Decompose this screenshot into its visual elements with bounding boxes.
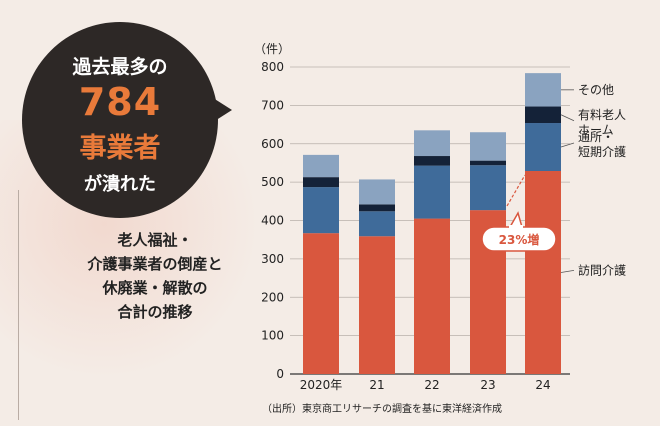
bar-segment bbox=[470, 132, 506, 161]
bars bbox=[303, 73, 561, 374]
headline-number: 784 bbox=[78, 80, 162, 124]
bar-segment bbox=[414, 218, 450, 374]
x-tick-label: 2020年 bbox=[300, 378, 343, 392]
annotation-dashed-line bbox=[506, 174, 526, 207]
source-note: （出所）東京商工リサーチの調査を基に東洋経済作成 bbox=[262, 402, 502, 415]
x-tick-label: 21 bbox=[369, 378, 384, 392]
legend-label: ホーム bbox=[578, 123, 614, 137]
y-tick-label: 300 bbox=[261, 252, 284, 266]
bar-segment bbox=[414, 130, 450, 157]
y-tick-label: 200 bbox=[261, 290, 284, 304]
legend-label: 有料老人 bbox=[578, 108, 626, 122]
bar-segment bbox=[414, 165, 450, 219]
y-tick-label: 600 bbox=[261, 137, 284, 151]
annotation-pointer-mask bbox=[509, 225, 523, 229]
bar-segment bbox=[525, 170, 561, 374]
bar-segment bbox=[470, 165, 506, 211]
description-line-4: 合計の推移 bbox=[117, 303, 193, 321]
headline-line1: 過去最多の bbox=[72, 56, 168, 78]
bar-segment bbox=[414, 156, 450, 166]
description-line-3: 休廃業・解散の bbox=[102, 279, 208, 297]
annotation-label: 23%増 bbox=[499, 232, 540, 247]
x-tick-label: 22 bbox=[424, 378, 439, 392]
y-unit-label: （件） bbox=[254, 42, 290, 56]
y-tick-label: 400 bbox=[261, 214, 284, 228]
y-tick-labels: 0 100 200 300 400 500 600 700 800 bbox=[261, 60, 284, 381]
legend-leader-line bbox=[560, 269, 575, 273]
legend-label: 通所・ bbox=[578, 130, 614, 144]
bar-segment bbox=[525, 123, 561, 171]
bar-segment bbox=[525, 73, 561, 107]
y-tick-label: 800 bbox=[261, 60, 284, 74]
divider-line bbox=[18, 190, 19, 420]
description-line-1: 老人福祉・ bbox=[117, 231, 193, 249]
headline-subject: 事業者 bbox=[79, 133, 161, 164]
x-tick-label: 23 bbox=[480, 378, 495, 392]
bar-segment bbox=[470, 160, 506, 166]
bar-segment bbox=[303, 233, 339, 374]
x-tick-label: 24 bbox=[535, 378, 550, 392]
y-tick-label: 0 bbox=[276, 367, 284, 381]
chart-description: 老人福祉・ 介護事業者の倒産と 休廃業・解散の 合計の推移 bbox=[60, 228, 250, 324]
annotation-pointer bbox=[508, 211, 523, 228]
legend-label: 訪問介護 bbox=[578, 262, 626, 277]
legend-label: 短期介護 bbox=[578, 144, 626, 159]
x-tick-labels: 2020年 21 22 23 24 bbox=[300, 378, 551, 392]
bar-segment bbox=[525, 106, 561, 124]
description-line-2: 介護事業者の倒産と bbox=[87, 255, 223, 273]
legend-label: その他 bbox=[578, 83, 614, 97]
y-tick-label: 500 bbox=[261, 175, 284, 189]
headline-line4: が潰れた bbox=[84, 174, 156, 195]
y-tick-label: 100 bbox=[261, 329, 284, 343]
growth-annotation: 23%増 bbox=[481, 174, 557, 252]
bar-segment bbox=[359, 179, 395, 205]
bubble-tail bbox=[210, 96, 232, 124]
bar-segment bbox=[303, 154, 339, 178]
bar-segment bbox=[303, 187, 339, 234]
bar-segment bbox=[359, 236, 395, 374]
bar-segment bbox=[359, 211, 395, 237]
bar-segment bbox=[303, 177, 339, 188]
headline-bubble: 過去最多の 784 事業者 が潰れた bbox=[22, 22, 218, 218]
y-tick-label: 700 bbox=[261, 98, 284, 112]
legend-leader-line bbox=[560, 114, 575, 122]
legend-leader-line bbox=[560, 142, 575, 148]
bar-segment bbox=[359, 204, 395, 212]
